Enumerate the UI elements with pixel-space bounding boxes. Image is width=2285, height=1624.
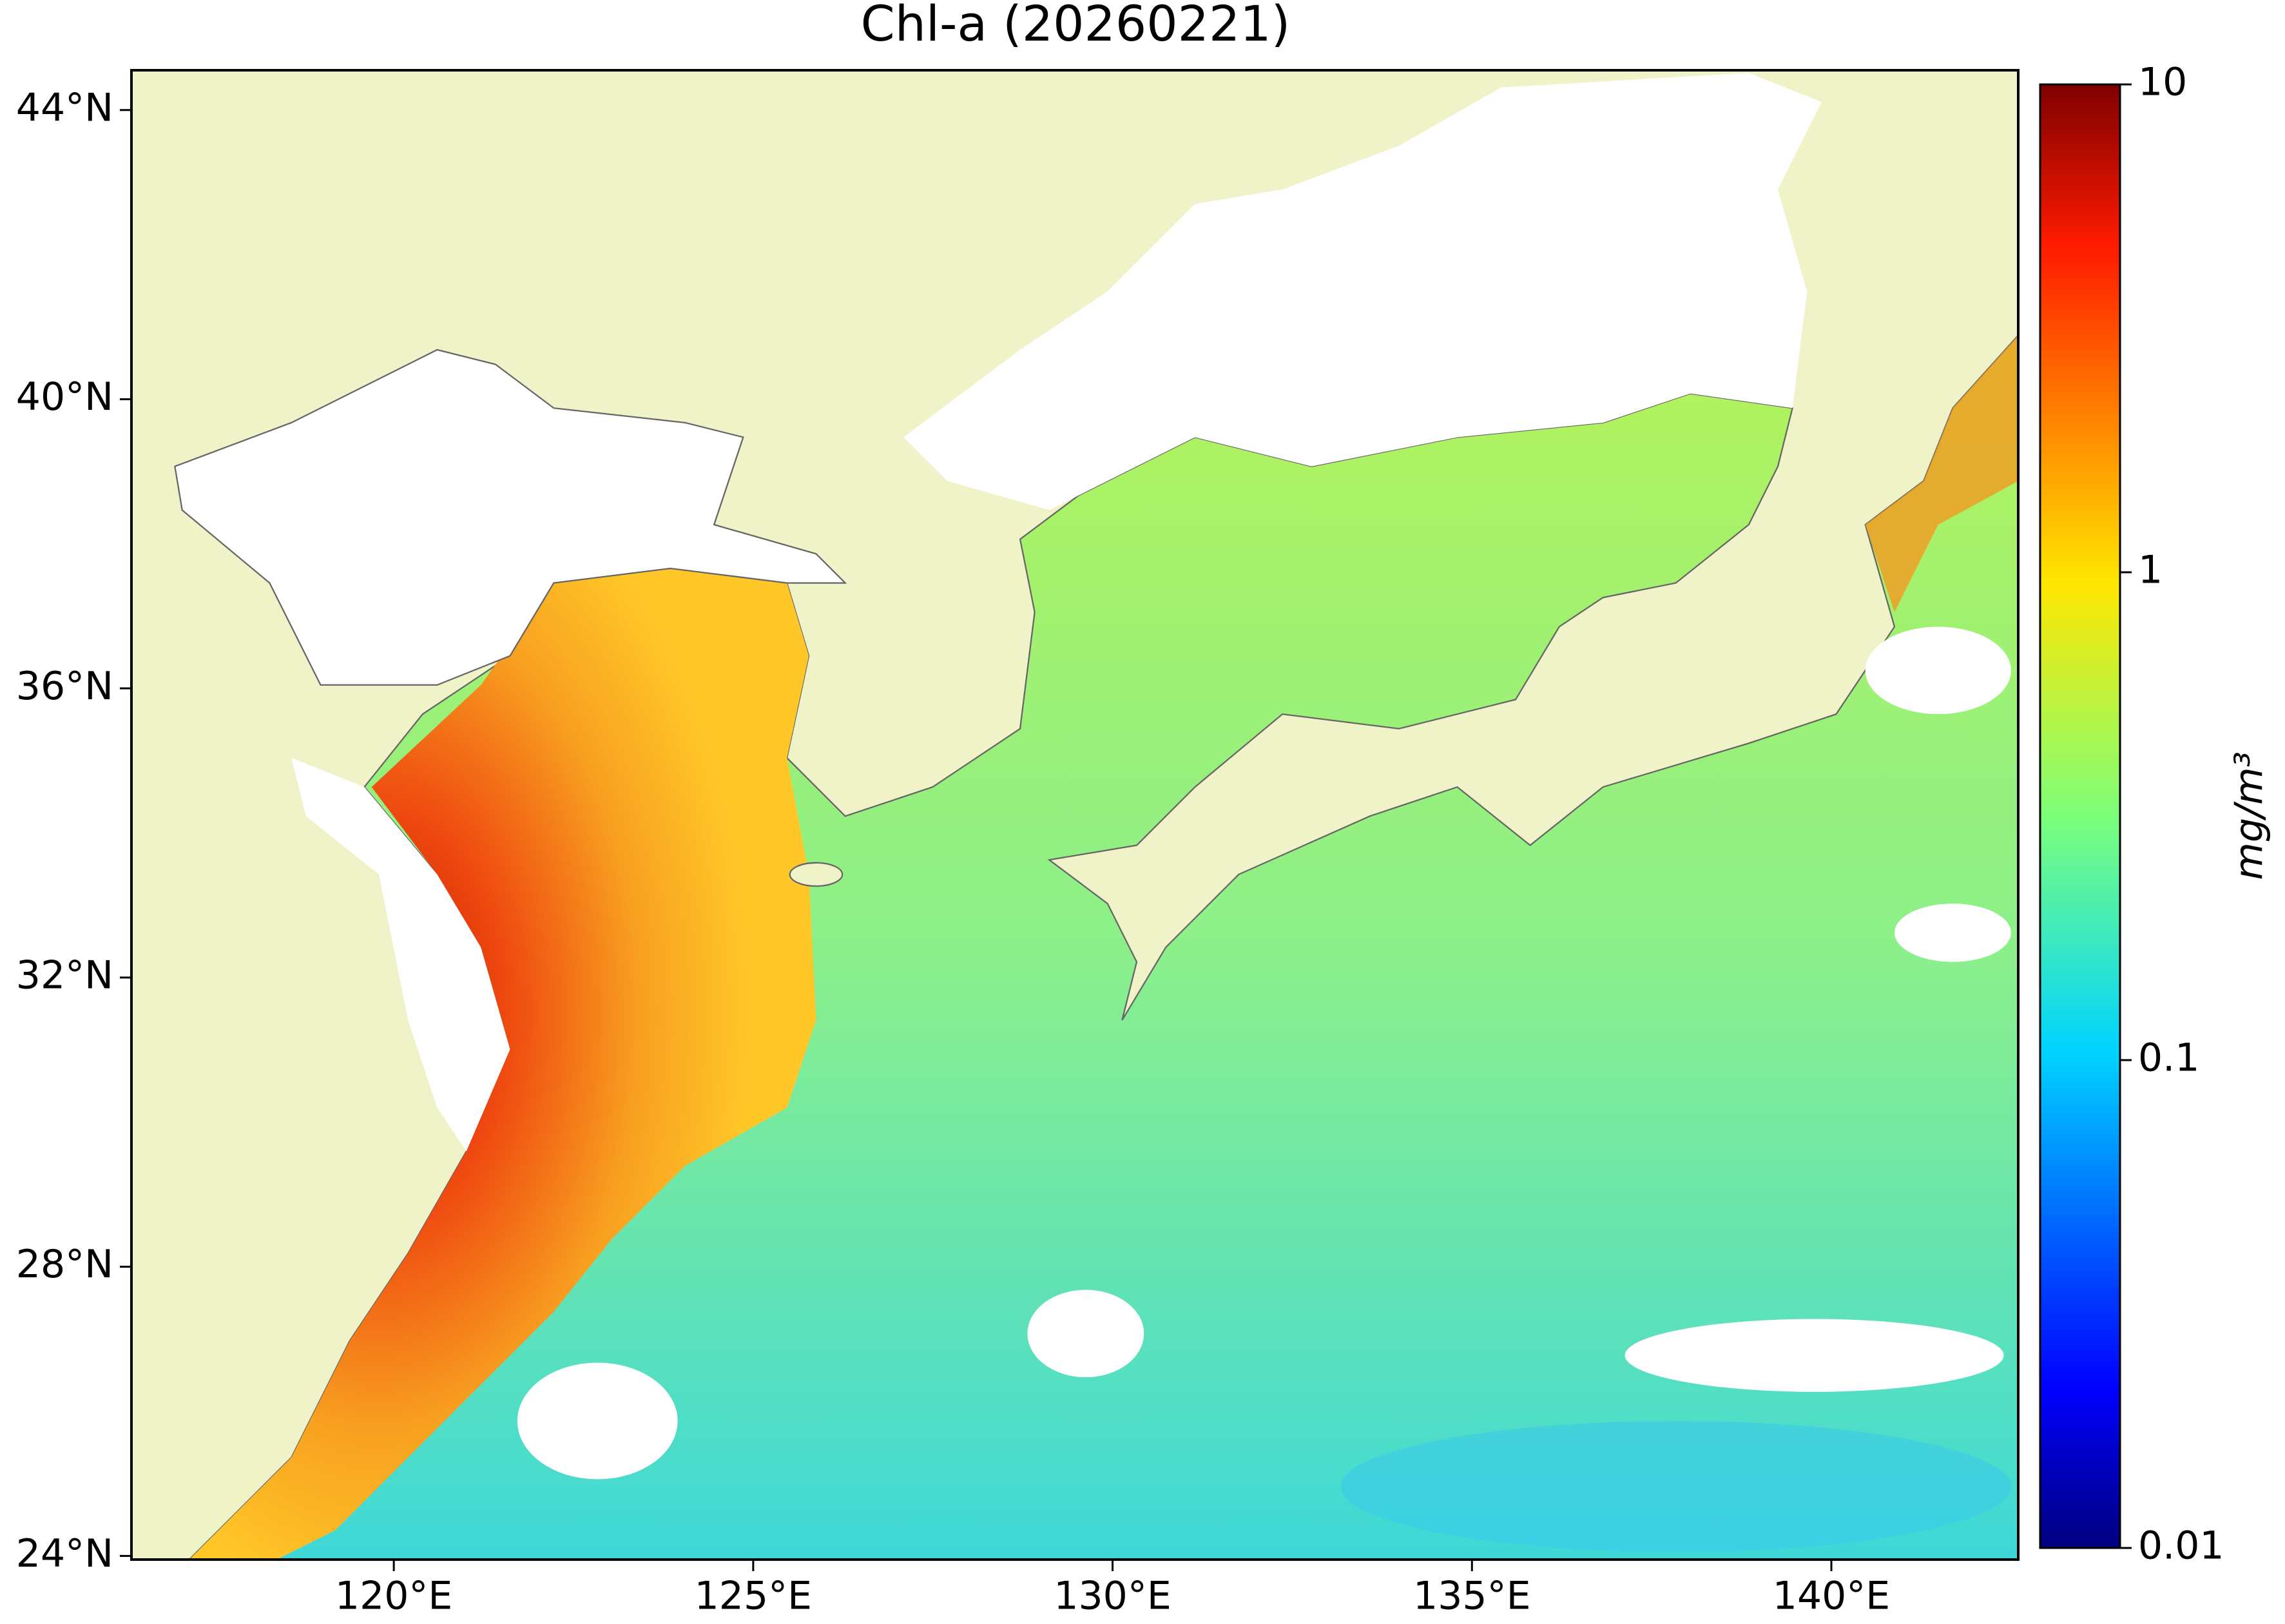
cloud — [1625, 1319, 2004, 1392]
colorbar-tick-label: 1 — [2138, 548, 2163, 593]
island — [789, 862, 844, 887]
colorbar-tick-label: 10 — [2138, 60, 2187, 105]
plot-frame — [130, 69, 2020, 1561]
y-tick-label: 44°N — [16, 85, 113, 130]
coastal-plume — [189, 568, 816, 1560]
cloud — [1894, 904, 2011, 962]
low-chl-patch — [1340, 1420, 2011, 1552]
y-tick-label: 32°N — [16, 953, 113, 998]
y-tick-label: 24°N — [16, 1531, 113, 1576]
cloud — [1027, 1290, 1144, 1378]
x-tick-label: 135°E — [1413, 1574, 1530, 1619]
x-tick-label: 120°E — [335, 1574, 452, 1619]
x-tick-label: 125°E — [695, 1574, 812, 1619]
japan-coast-bloom — [1865, 335, 2019, 612]
map-area — [131, 70, 2019, 1560]
title: Chl-a (20260221) — [861, 0, 1291, 52]
colorbar-tick-label: 0.1 — [2138, 1036, 2199, 1081]
colorbar-tick-label: 0.01 — [2138, 1523, 2224, 1569]
x-tick-label: 130°E — [1054, 1574, 1171, 1619]
y-tick-label: 28°N — [16, 1242, 113, 1287]
colorbar — [2039, 83, 2121, 1549]
coastal-cloud — [291, 757, 510, 1152]
bohai-cloud — [174, 349, 847, 686]
colorbar-label: mg/m³ — [2227, 751, 2272, 880]
cloud — [517, 1362, 678, 1480]
y-tick-label: 36°N — [16, 664, 113, 709]
y-tick-label: 40°N — [16, 374, 113, 420]
sea-of-japan-cloud — [903, 73, 1822, 510]
cloud — [1865, 626, 2011, 715]
x-tick-label: 140°E — [1773, 1574, 1890, 1619]
